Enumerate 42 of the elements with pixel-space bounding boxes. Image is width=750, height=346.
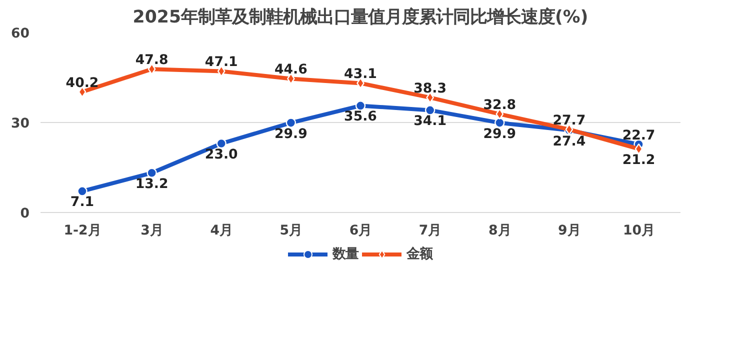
point xyxy=(216,138,226,149)
point xyxy=(286,118,296,128)
data-label: 38.3 xyxy=(414,82,447,97)
x-tick-label: 6月 xyxy=(349,224,372,238)
data-label: 29.9 xyxy=(483,126,516,142)
point xyxy=(634,143,643,154)
x-tick-label: 1-2月 xyxy=(64,224,101,238)
data-label: 27.7 xyxy=(552,113,586,128)
data-label: 23.0 xyxy=(204,148,238,162)
x-tick-label: 5月 xyxy=(280,224,302,238)
data-label: 7.1 xyxy=(70,195,94,210)
data-label: 13.2 xyxy=(135,176,168,192)
data-label: 47.1 xyxy=(204,55,238,70)
point xyxy=(146,168,157,178)
legend-label: 数量 xyxy=(332,246,358,263)
data-label: 47.8 xyxy=(135,53,168,68)
y-tick-label: 60 xyxy=(10,26,30,42)
data-label: 29.9 xyxy=(274,126,308,142)
x-tick-label: 9月 xyxy=(558,224,580,238)
data-label: 21.2 xyxy=(622,152,656,168)
data-label: 40.2 xyxy=(66,76,99,91)
chart-title: 2025年制革及制鞋机械出口量值月度累计同比增长速度(%) xyxy=(132,8,588,28)
x-tick-label: 8月 xyxy=(488,224,511,238)
point xyxy=(77,186,88,196)
point xyxy=(355,100,366,111)
data-label: 43.1 xyxy=(344,67,377,82)
x-tick-label: 10月 xyxy=(622,224,655,238)
x-tick-label: 3月 xyxy=(140,224,163,238)
x-tick-label: 4月 xyxy=(210,224,233,238)
data-label: 22.7 xyxy=(622,128,656,144)
data-label: 35.6 xyxy=(344,110,377,125)
data-label: 32.8 xyxy=(483,98,516,114)
x-tick-label: 7月 xyxy=(418,224,442,238)
y-tick-label: 30 xyxy=(10,116,30,132)
point xyxy=(496,108,504,120)
y-tick-label: 0 xyxy=(20,206,30,222)
point xyxy=(424,105,436,116)
legend-label: 金额 xyxy=(406,245,432,263)
data-label: 27.4 xyxy=(552,134,586,150)
data-label: 44.6 xyxy=(274,62,308,78)
data-label: 34.1 xyxy=(414,114,447,130)
point xyxy=(494,118,505,128)
